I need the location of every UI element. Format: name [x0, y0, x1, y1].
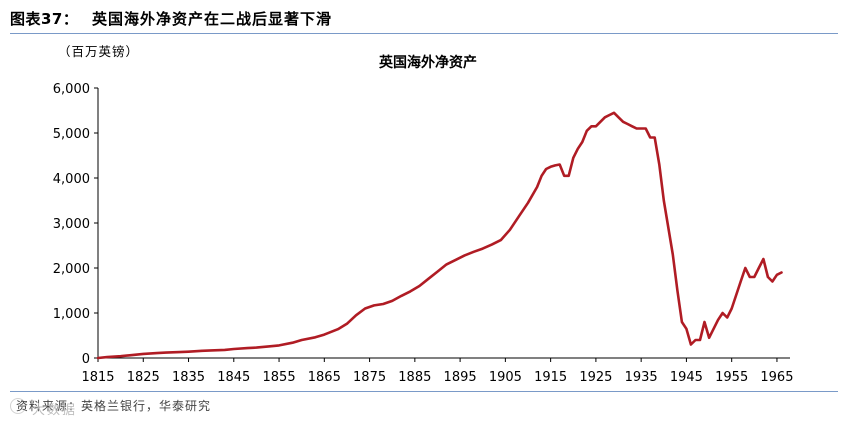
- watermark-text: 大数据: [32, 403, 78, 418]
- x-tick-label: 1915: [534, 370, 567, 385]
- x-tick-label: 1865: [308, 370, 341, 385]
- unit-label: （百万英镑）: [58, 44, 140, 59]
- y-tick-label: 3,000: [53, 217, 90, 232]
- x-tick-label: 1945: [670, 370, 703, 385]
- source-note: 资料来源：英格兰银行，华泰研究: [16, 399, 212, 413]
- chart-title: 英国海外净资产: [378, 54, 477, 71]
- y-tick-label: 6,000: [53, 82, 90, 97]
- y-tick-label: 4,000: [53, 172, 90, 187]
- series-line-0: [96, 111, 783, 360]
- x-tick-label: 1925: [579, 370, 612, 385]
- x-tick-label: 1825: [127, 370, 160, 385]
- axes: 0 1,000 2,000 3,000 4,000 5,000 6,000 1815 1825 1…: [53, 82, 794, 385]
- figure-title: 英国海外净资产在二战后显著下滑: [92, 10, 333, 28]
- x-tick-label: 1855: [263, 370, 296, 385]
- y-tick-label: 2,000: [53, 262, 90, 277]
- x-tick-label: 1895: [444, 370, 477, 385]
- figure-header: 图表37： 英国海外净资产在二战后显著下滑: [10, 6, 838, 30]
- x-tick-label: 1955: [715, 370, 748, 385]
- watermark-icon: [10, 398, 26, 414]
- x-tick-label: 1835: [172, 370, 205, 385]
- series-layer: [96, 111, 783, 360]
- x-tick-label: 1845: [217, 370, 250, 385]
- top-rule: [10, 33, 838, 34]
- x-tick-label: 1935: [625, 370, 658, 385]
- y-tick-label: 5,000: [53, 127, 90, 142]
- x-tick-label: 1885: [398, 370, 431, 385]
- x-tick-label: 1905: [489, 370, 522, 385]
- x-tick-label: 1875: [353, 370, 386, 385]
- bottom-rule: [10, 391, 838, 392]
- y-tick-label: 1,000: [53, 307, 90, 322]
- x-tick-label: 1965: [760, 370, 793, 385]
- x-tick-label: 1815: [81, 370, 114, 385]
- figure-number: 图表37：: [10, 10, 79, 28]
- y-tick-label: 0: [82, 352, 90, 367]
